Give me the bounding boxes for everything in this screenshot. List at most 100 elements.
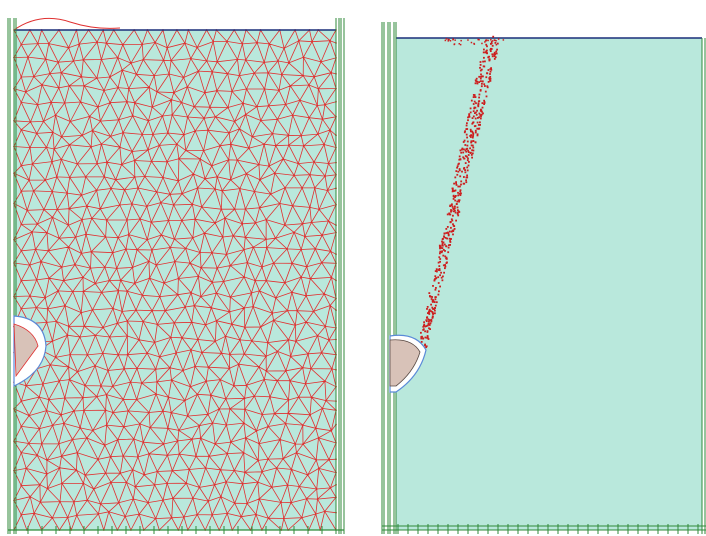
mesh-node — [177, 179, 180, 182]
mesh-node — [307, 352, 309, 355]
mesh-node — [328, 458, 330, 461]
plastic-point — [465, 124, 468, 127]
mesh-node — [169, 336, 172, 339]
mesh-node — [233, 384, 235, 387]
plastic-point — [464, 162, 467, 164]
plastic-point — [455, 182, 457, 185]
plastic-point — [474, 141, 477, 144]
mesh-node — [166, 46, 169, 49]
mesh-node — [86, 499, 89, 502]
mesh-node — [261, 266, 263, 268]
mesh-node — [139, 218, 142, 220]
plastic-point — [442, 237, 444, 240]
plastic-point — [459, 185, 461, 188]
plastic-point — [489, 48, 492, 51]
mesh-node — [287, 62, 290, 64]
plastic-point — [420, 336, 423, 338]
plastic-point — [472, 135, 474, 137]
plastic-point — [425, 319, 428, 322]
mesh-node — [285, 369, 287, 372]
mesh-node — [230, 323, 233, 326]
mesh-node — [251, 135, 254, 138]
plastic-point — [444, 250, 446, 252]
mesh-node — [181, 336, 183, 339]
plastic-point — [476, 80, 479, 83]
plastic-point — [454, 205, 456, 208]
plastic-point — [471, 152, 474, 155]
plastic-point — [428, 323, 431, 326]
plastic-point — [454, 211, 457, 214]
mesh-node — [100, 143, 103, 145]
soil-domain-right — [396, 38, 702, 530]
plastic-point — [464, 149, 467, 152]
mesh-node — [304, 235, 306, 238]
mesh-node — [45, 321, 48, 324]
plastic-point — [440, 276, 443, 279]
plastic-point — [482, 51, 485, 54]
plastic-point — [420, 341, 423, 343]
mesh-node — [211, 281, 214, 284]
mesh-node — [314, 513, 317, 515]
mesh-node — [221, 189, 224, 192]
plastic-point — [496, 48, 498, 51]
mesh-node — [60, 455, 63, 458]
mesh-node — [67, 366, 70, 368]
mesh-node — [267, 517, 270, 520]
plastic-point — [479, 69, 482, 72]
mesh-node — [147, 501, 150, 504]
mesh-node — [99, 503, 102, 505]
mesh-node — [150, 221, 153, 224]
mesh-node — [210, 165, 213, 167]
mesh-node — [213, 483, 216, 486]
mesh-node — [194, 365, 196, 368]
plastic-point — [423, 321, 425, 324]
mesh-node — [202, 149, 205, 152]
mesh-node — [308, 116, 311, 119]
plastic-point — [472, 140, 475, 142]
plastic-point — [429, 295, 431, 297]
plastic-point — [451, 203, 453, 206]
mesh-node — [29, 295, 31, 297]
mesh-node — [184, 42, 186, 45]
mesh-node — [66, 516, 69, 519]
mesh-node — [274, 237, 277, 240]
mesh-node — [64, 304, 66, 307]
plastic-point — [485, 95, 488, 98]
mesh-node — [146, 238, 149, 241]
mesh-node — [297, 396, 300, 398]
mesh-node — [172, 204, 175, 206]
mesh-node — [275, 467, 278, 469]
mesh-node — [45, 473, 48, 475]
plastic-point — [471, 130, 473, 133]
mesh-node — [169, 193, 172, 196]
mesh-node — [192, 497, 194, 499]
mesh-node — [318, 208, 320, 211]
mesh-node — [148, 260, 150, 263]
plastic-point — [473, 94, 476, 96]
mesh-node — [239, 339, 241, 341]
mesh-node — [244, 208, 247, 210]
plastic-point — [459, 194, 462, 196]
mesh-node — [20, 307, 23, 310]
mesh-node — [274, 144, 277, 147]
mesh-node — [117, 501, 120, 504]
plastic-point — [455, 184, 458, 186]
plastic-point — [441, 250, 443, 253]
mesh-node — [133, 101, 136, 104]
plastic-point — [476, 133, 479, 136]
mesh-node — [141, 133, 144, 136]
plastic-point — [444, 265, 447, 268]
mesh-node — [152, 133, 154, 136]
mesh-node — [79, 427, 82, 429]
mesh-node — [36, 454, 39, 457]
plastic-point — [465, 128, 468, 130]
plastic-point — [452, 233, 454, 236]
mesh-node — [330, 276, 333, 279]
mesh-node — [287, 338, 290, 341]
plastic-point — [481, 80, 484, 83]
mesh-node — [111, 385, 114, 388]
plastic-point — [467, 151, 470, 153]
plastic-point — [490, 68, 493, 71]
plastic-point — [473, 125, 476, 128]
mesh-node — [216, 89, 218, 92]
